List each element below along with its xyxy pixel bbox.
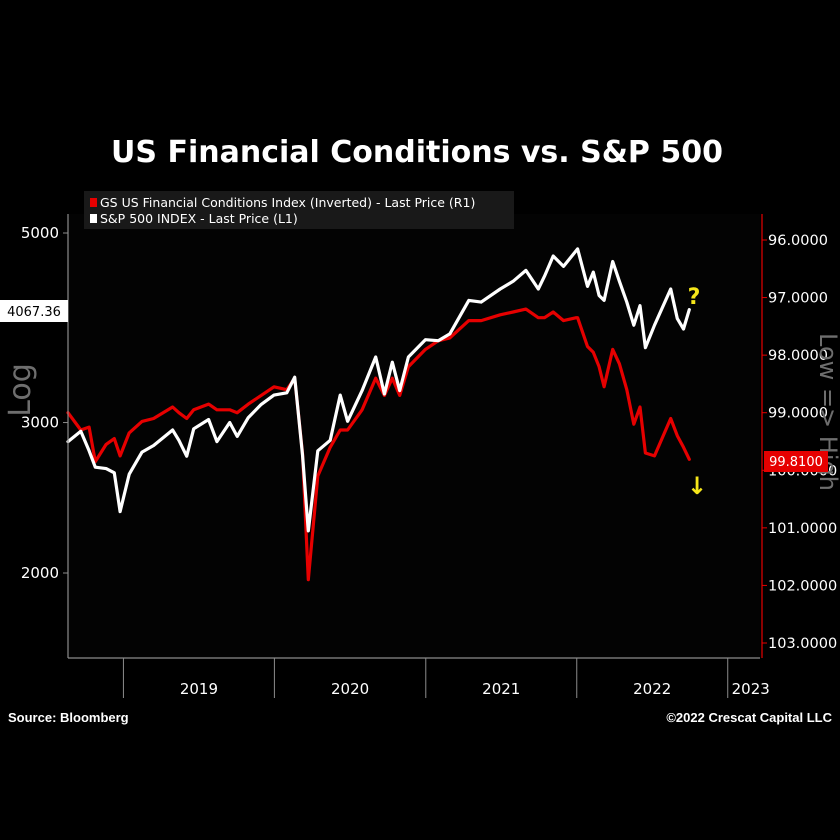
chart-title: US Financial Conditions vs. S&P 500	[111, 135, 723, 170]
fci-last-price-value: 99.8100	[769, 455, 823, 470]
legend: GS US Financial Conditions Index (Invert…	[84, 191, 514, 229]
left-axis-label: Log	[3, 363, 38, 417]
legend-label-fci: GS US Financial Conditions Index (Invert…	[100, 195, 475, 210]
right-axis-tick-label: 96.0000	[768, 233, 828, 249]
legend-label-spx: S&P 500 INDEX - Last Price (L1)	[100, 211, 298, 226]
x-axis-tick-label: 2020	[331, 680, 369, 698]
legend-swatch-spx	[90, 214, 97, 223]
left-axis-tick-label: 2000	[21, 564, 59, 582]
fci-last-price-box	[764, 451, 828, 472]
legend-swatch-fci	[90, 198, 97, 207]
plot-area	[68, 214, 760, 658]
x-axis-tick-label: 2019	[180, 680, 218, 698]
right-axis-tick-label: 99.0000	[768, 406, 828, 422]
x-axis: 2019 2020 2021 2022 2023	[68, 657, 770, 698]
spx-last-price-tag: 4067.36	[0, 300, 68, 322]
fci-last-price-tag: 99.8100	[764, 451, 828, 472]
series-line-spx	[66, 247, 691, 533]
left-axis: 5000 3000 2000	[21, 214, 69, 658]
x-axis-tick-label: 2022	[633, 680, 671, 698]
series-line-fci	[66, 307, 691, 582]
right-axis-tick-label: 98.0000	[768, 348, 828, 364]
footer-source: Source: Bloomberg	[8, 710, 129, 725]
spx-last-price-value: 4067.36	[7, 305, 61, 320]
right-axis-tick-label: 103.0000	[768, 636, 837, 652]
x-axis-tick-label: 2023	[732, 680, 770, 698]
right-axis-tick-label: 102.0000	[768, 578, 837, 594]
right-axis-tick-label: 97.0000	[768, 291, 828, 307]
legend-box	[84, 191, 514, 229]
right-axis-tick-label: 101.0000	[768, 521, 837, 537]
spx-last-price-box	[0, 300, 68, 322]
left-axis-tick-label: 3000	[21, 414, 59, 432]
x-axis-tick-label: 2021	[482, 680, 520, 698]
annotation-down-arrow: ↓	[687, 472, 707, 500]
left-axis-tick-label: 5000	[21, 224, 59, 242]
footer-copyright: ©2022 Crescat Capital LLC	[666, 710, 832, 725]
annotation-question-mark: ?	[688, 285, 701, 310]
